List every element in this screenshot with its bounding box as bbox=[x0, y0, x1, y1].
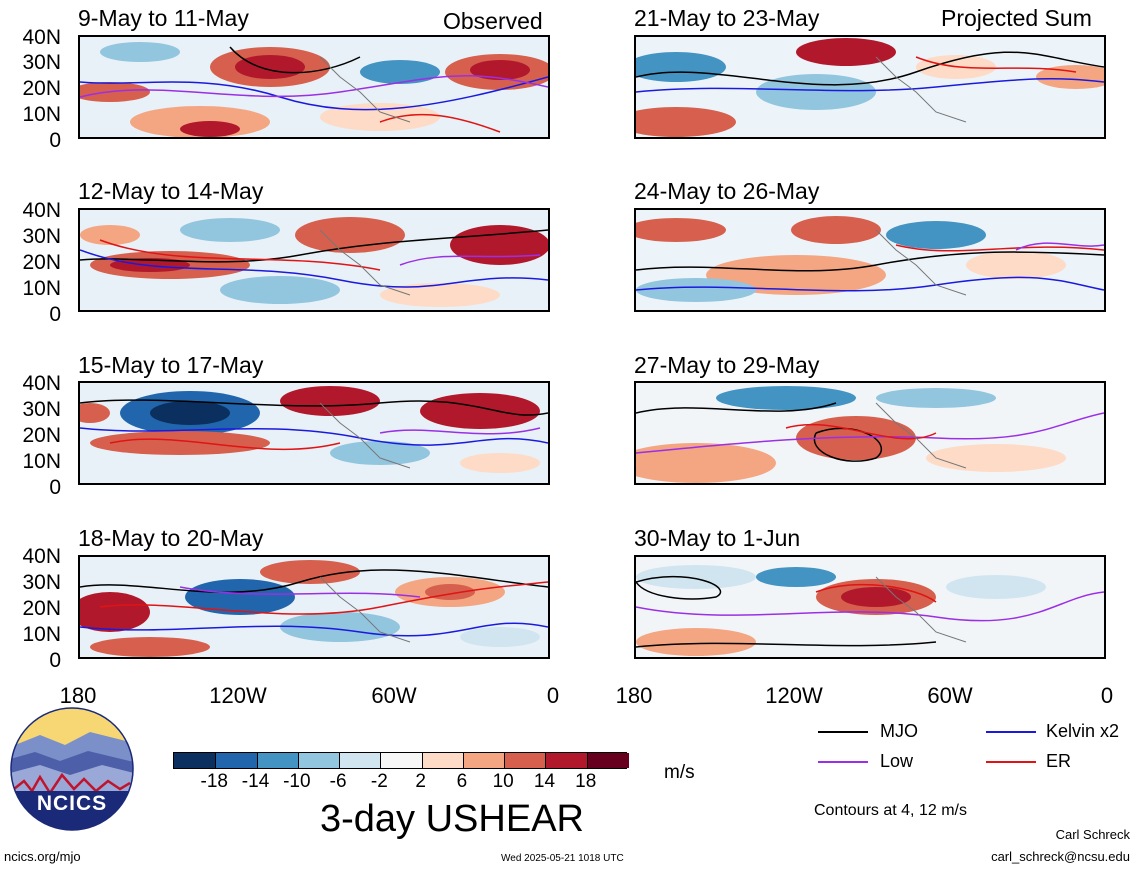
ncics-logo: NCICS bbox=[10, 707, 134, 836]
legend-line-mjo bbox=[818, 731, 868, 733]
x-tick-label-left: 180 bbox=[59, 683, 97, 708]
footer-email: carl_schreck@ncsu.edu bbox=[991, 849, 1130, 864]
x-tick-label-left: 120W bbox=[209, 683, 267, 708]
panel-title-right-4: 30-May to 1-Jun bbox=[634, 525, 801, 551]
y-tick-label: 30N bbox=[22, 225, 61, 248]
x-tick-label-right: 120W bbox=[765, 683, 823, 708]
colorbar-swatch bbox=[174, 753, 216, 768]
colorbar-units: m/s bbox=[664, 762, 695, 783]
legend-line-low bbox=[818, 761, 868, 763]
contour-note: Contours at 4, 12 m/s bbox=[814, 802, 967, 819]
colorbar-tick-label: 14 bbox=[533, 771, 556, 792]
y-tick-label: 40N bbox=[22, 545, 61, 568]
map-panel-right-2 bbox=[634, 208, 1106, 312]
map-panel-right-3 bbox=[634, 381, 1106, 485]
colorbar-tick-label: -18 bbox=[200, 771, 228, 792]
y-tick-label: 10N bbox=[22, 450, 61, 473]
y-tick-label: 10N bbox=[22, 103, 61, 126]
x-tick-label-left: 0 bbox=[546, 683, 560, 708]
panel-title-left-3: 15-May to 17-May bbox=[78, 352, 264, 378]
colorbar-tick-label: -2 bbox=[370, 771, 388, 792]
y-tick-label: 40N bbox=[22, 26, 61, 49]
map-panel-left-4 bbox=[78, 555, 550, 659]
y-tick-label: 30N bbox=[22, 51, 61, 74]
map-panel-left-2 bbox=[78, 208, 550, 312]
y-tick-label: 10N bbox=[22, 277, 61, 300]
footer-timestamp: Wed 2025-05-21 1018 UTC bbox=[501, 853, 624, 864]
colorbar-swatches bbox=[173, 752, 630, 769]
colorbar-tick-label: 2 bbox=[415, 771, 426, 792]
colorbar-swatch bbox=[215, 753, 259, 768]
y-tick-label: 20N bbox=[22, 424, 61, 447]
x-tick-label-right: 0 bbox=[1100, 683, 1114, 708]
colorbar-tick-label: 6 bbox=[456, 771, 468, 792]
y-tick-label: 0 bbox=[49, 303, 61, 326]
panel-title-left-2: 12-May to 14-May bbox=[78, 178, 264, 204]
colorbar-swatch bbox=[545, 753, 589, 768]
colorbar-tick-label: -14 bbox=[241, 771, 270, 792]
observed-label: Observed bbox=[443, 8, 543, 34]
y-tick-label: 20N bbox=[22, 597, 61, 620]
y-tick-label: 10N bbox=[22, 623, 61, 646]
panel-title-left-4: 18-May to 20-May bbox=[78, 525, 264, 551]
legend-label-er: ER bbox=[1046, 751, 1072, 771]
legend-line-kelvin bbox=[986, 731, 1036, 733]
y-tick-label: 0 bbox=[49, 476, 61, 499]
legend-label-mjo: MJO bbox=[880, 721, 918, 741]
y-tick-label: 40N bbox=[22, 199, 61, 222]
colorbar-tick-label: 10 bbox=[492, 771, 514, 792]
colorbar-tick-label: -6 bbox=[329, 771, 347, 792]
panel-title-left-1: 9-May to 11-May bbox=[78, 5, 249, 31]
map-panel-right-1 bbox=[634, 35, 1106, 139]
panel-title-right-1: 21-May to 23-May bbox=[634, 5, 820, 31]
logo-text: NCICS bbox=[36, 792, 108, 815]
y-tick-label: 30N bbox=[22, 398, 61, 421]
colorbar-swatch bbox=[504, 753, 547, 768]
legend-label-kelvin: Kelvin x2 bbox=[1046, 721, 1120, 741]
legend-line-er bbox=[986, 761, 1036, 763]
x-tick-label-right: 180 bbox=[615, 683, 653, 708]
legend-label-low: Low bbox=[880, 751, 914, 771]
x-tick-label-left: 60W bbox=[371, 683, 417, 708]
colorbar-tick-label: 18 bbox=[575, 771, 597, 792]
colorbar-tick-label: -10 bbox=[283, 771, 311, 792]
map-panel-left-1 bbox=[78, 35, 550, 139]
footer-author: Carl Schreck bbox=[1055, 827, 1130, 842]
y-tick-label: 0 bbox=[49, 129, 61, 152]
y-tick-label: 30N bbox=[22, 571, 61, 594]
projected-sum-label: Projected Sum bbox=[941, 5, 1092, 31]
main-title: 3-day USHEAR bbox=[320, 798, 584, 840]
map-panel-right-4 bbox=[634, 555, 1106, 659]
colorbar-swatch bbox=[586, 753, 630, 768]
panel-title-right-3: 27-May to 29-May bbox=[634, 352, 820, 378]
colorbar-swatch bbox=[297, 753, 341, 768]
colorbar-swatch bbox=[339, 753, 382, 768]
footer-url: ncics.org/mjo bbox=[4, 849, 81, 864]
map-panel-left-3 bbox=[78, 381, 550, 485]
y-tick-label: 20N bbox=[22, 77, 61, 100]
colorbar-swatch bbox=[256, 753, 300, 768]
panel-title-right-2: 24-May to 26-May bbox=[634, 178, 820, 204]
y-tick-label: 20N bbox=[22, 251, 61, 274]
colorbar-swatch bbox=[380, 753, 424, 768]
y-tick-label: 0 bbox=[49, 649, 61, 672]
colorbar-swatch bbox=[421, 753, 465, 768]
x-tick-label-right: 60W bbox=[927, 683, 973, 708]
colorbar-swatch bbox=[462, 753, 506, 768]
y-tick-label: 40N bbox=[22, 372, 61, 395]
